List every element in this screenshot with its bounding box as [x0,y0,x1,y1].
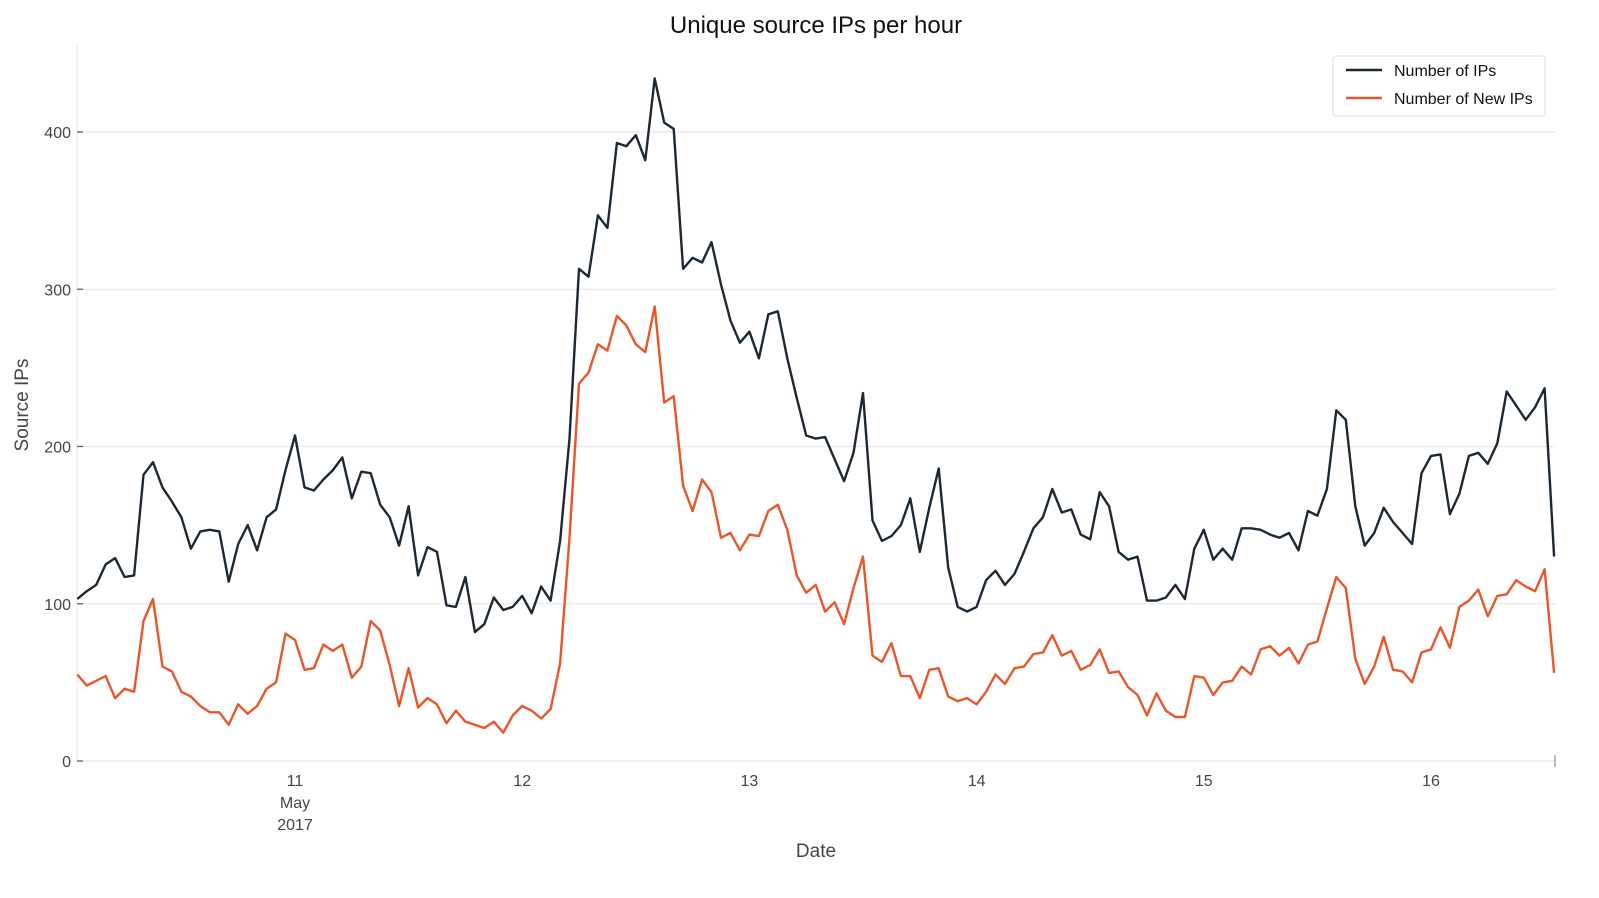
y-tick-label: 200 [44,440,71,457]
y-axis-label: Source IPs [12,359,33,452]
legend: Number of IPs Number of New IPs [1332,55,1546,117]
y-tick-label: 0 [62,754,71,771]
gridlines [77,131,1555,605]
x-tick-label: 12 [513,773,531,790]
x-tick-label: 15 [1195,773,1213,790]
y-axis-ticks: 0 100 200 300 400 [44,125,83,771]
x-axis-label: Date [796,841,836,862]
x-tick-label: 11 [287,773,304,790]
y-tick-label: 300 [44,282,71,299]
x-tick-label: May [280,795,310,812]
y-tick-label: 100 [44,597,71,614]
y-tick-label: 400 [44,125,71,142]
x-tick-label: 16 [1422,773,1440,790]
series-lines [76,77,1556,734]
series-line-ips [76,77,1556,634]
x-tick-label: 13 [741,773,759,790]
legend-label-ips: Number of IPs [1394,63,1496,80]
legend-box [1332,55,1546,117]
legend-label-new-ips: Number of New IPs [1394,91,1533,108]
x-tick-label: 2017 [277,817,313,834]
x-tick-label: 14 [968,773,986,790]
x-axis-ticks: 11 May 2017 12 13 14 15 16 [277,755,1556,834]
chart-title: Unique source IPs per hour [670,12,962,39]
series-line-new-ips [76,305,1556,734]
